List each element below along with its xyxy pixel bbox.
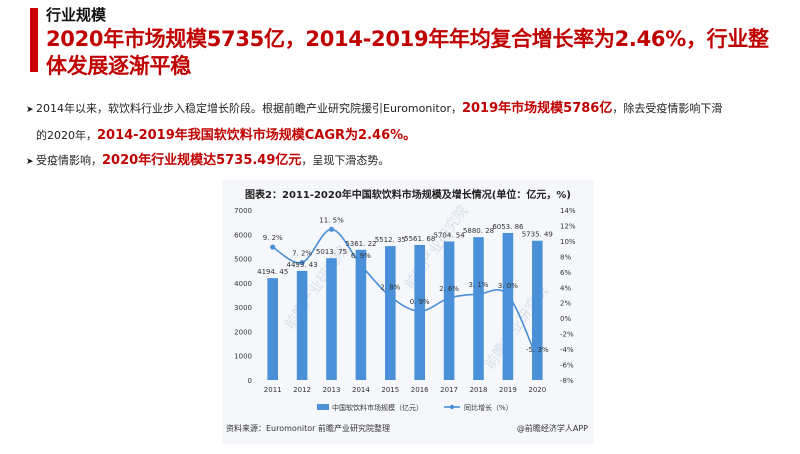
y-right-tick-label: 12%: [560, 222, 576, 230]
x-tick-label: 2013: [323, 386, 341, 394]
y-left-tick-label: 1000: [234, 353, 252, 361]
line-point: [505, 292, 511, 298]
watermark: 前瞻产业研究院: [401, 202, 471, 292]
line-point: [387, 293, 393, 300]
bullet-text: 的2020年，: [36, 129, 97, 142]
line-data-label: 9. 2%: [263, 234, 283, 242]
x-tick-label: 2018: [470, 386, 488, 394]
bar: [385, 246, 396, 380]
legend-line-label: 同比增长（%）: [464, 403, 513, 412]
bar: [443, 241, 455, 380]
bar-data-label: 4194. 45: [257, 268, 288, 276]
x-tick-label: 2016: [411, 386, 429, 394]
bar-data-label: 5704. 54: [434, 231, 466, 239]
arrow-bullet-icon: ➤: [26, 157, 34, 167]
bar: [502, 232, 514, 380]
line-data-label: 11. 5%: [319, 216, 344, 224]
y-right-tick-label: 2%: [560, 300, 571, 308]
line-point: [328, 226, 335, 232]
bullet-list: ➤ 2014年以来，软饮料行业步入稳定增长阶段。根据前瞻产业研究院援引Euromo…: [26, 96, 786, 175]
bullet-text: 受疫情影响，: [36, 154, 102, 167]
line-point: [534, 356, 540, 362]
y-right-tick-label: -2%: [560, 331, 574, 339]
growth-line: [272, 228, 539, 360]
bar: [532, 240, 543, 380]
bullet-text: 2014年以来，软饮料行业步入稳定增长阶段。根据前瞻产业研究院援引Euromon…: [36, 102, 462, 115]
section-title: 行业规模: [46, 6, 107, 24]
bar-data-label: 5013. 75: [316, 248, 347, 256]
line-data-label: 7. 2%: [292, 250, 312, 258]
x-tick-label: 2015: [381, 386, 399, 394]
bullet-text: ，呈现下滑态势。: [301, 154, 390, 167]
line-data-label: 2. 8%: [380, 284, 400, 292]
y-right-tick-label: 0%: [560, 315, 571, 323]
line-point: [270, 244, 276, 250]
bullet-highlight: 2020年行业规模达5735.49亿元: [102, 153, 302, 168]
chart-brand: @前瞻经济学人APP: [516, 424, 588, 433]
x-tick-label: 2011: [264, 386, 282, 394]
y-left-tick-label: 0: [248, 377, 252, 385]
line-data-label: 3. 1%: [468, 281, 488, 289]
line-point: [417, 308, 423, 314]
bar-data-label: 5361. 22: [345, 240, 376, 248]
line-data-label: 2. 6%: [439, 285, 459, 293]
bullet-item: ➤ 受疫情影响，2020年行业规模达5735.49亿元，呈现下滑态势。: [26, 148, 786, 175]
page-headline: 2020年市场规模5735亿，2014-2019年年均复合增长率为2.46%，行…: [46, 27, 769, 78]
y-right-tick-label: -6%: [560, 362, 574, 370]
line-data-label: 0. 9%: [410, 298, 430, 306]
bar: [326, 258, 337, 380]
y-left-tick-label: 7000: [234, 207, 252, 215]
line-point: [358, 262, 364, 268]
bar-data-label: 5880. 28: [463, 227, 494, 235]
line-point: [446, 295, 452, 301]
bullet-continuation: 的2020年，2014-2019年我国软饮料市场规模CAGR为2.46%。: [26, 123, 786, 148]
accent-bar: [30, 8, 38, 72]
line-point: [299, 259, 305, 266]
y-right-tick-label: 10%: [560, 238, 576, 246]
chart-panel: 图表2：2011-2020年中国软饮料市场规模及增长情况(单位：亿元，%) 前瞻…: [222, 180, 594, 444]
bar-data-label: 5512. 35: [375, 236, 406, 244]
line-point: [475, 291, 482, 297]
y-right-tick-label: -8%: [560, 377, 574, 385]
chart-title: 图表2：2011-2020年中国软饮料市场规模及增长情况(单位：亿元，%): [245, 190, 571, 201]
bar: [355, 249, 367, 380]
legend-bar-swatch: [317, 404, 329, 410]
y-left-tick-label: 6000: [234, 231, 252, 239]
y-right-tick-label: 14%: [560, 207, 576, 215]
bar: [296, 270, 308, 380]
bar-data-label: 6053. 86: [492, 223, 524, 231]
y-left-tick-label: 5000: [234, 256, 252, 264]
bullet-text: ，除去受疫情影响下滑: [612, 102, 723, 115]
legend-line-marker: [449, 404, 455, 410]
legend-bar-label: 中国软饮料市场规模（亿元）: [332, 403, 423, 412]
x-tick-label: 2019: [499, 386, 517, 394]
x-tick-label: 2014: [352, 386, 370, 394]
chart-source: 资料来源：Euromonitor 前瞻产业研究院整理: [226, 424, 390, 433]
arrow-bullet-icon: ➤: [26, 105, 34, 115]
y-left-tick-label: 2000: [234, 328, 252, 336]
bar-data-label: 4493. 43: [287, 261, 318, 269]
bar-data-label: 5561. 68: [404, 235, 435, 243]
x-tick-label: 2012: [293, 386, 311, 394]
x-tick-label: 2020: [528, 386, 546, 394]
bar: [267, 278, 278, 380]
bullet-highlight: 2019年市场规模5786亿: [461, 101, 613, 116]
line-data-label: -5. 3%: [526, 346, 549, 354]
y-left-tick-label: 4000: [234, 280, 252, 288]
y-right-tick-label: 8%: [560, 253, 571, 261]
bar-data-label: 5735. 49: [522, 231, 553, 239]
x-tick-label: 2017: [440, 386, 458, 394]
y-right-tick-label: 6%: [560, 269, 571, 277]
y-left-tick-label: 3000: [234, 304, 252, 312]
y-right-tick-label: 4%: [560, 284, 571, 292]
bullet-item: ➤ 2014年以来，软饮料行业步入稳定增长阶段。根据前瞻产业研究院援引Euromo…: [26, 96, 786, 123]
line-data-label: 6. 9%: [351, 252, 371, 260]
bullet-highlight: 2014-2019年我国软饮料市场规模CAGR为2.46%。: [97, 128, 417, 143]
line-data-label: 3. 0%: [498, 282, 518, 290]
y-right-tick-label: -4%: [560, 346, 574, 354]
bar: [473, 237, 484, 380]
